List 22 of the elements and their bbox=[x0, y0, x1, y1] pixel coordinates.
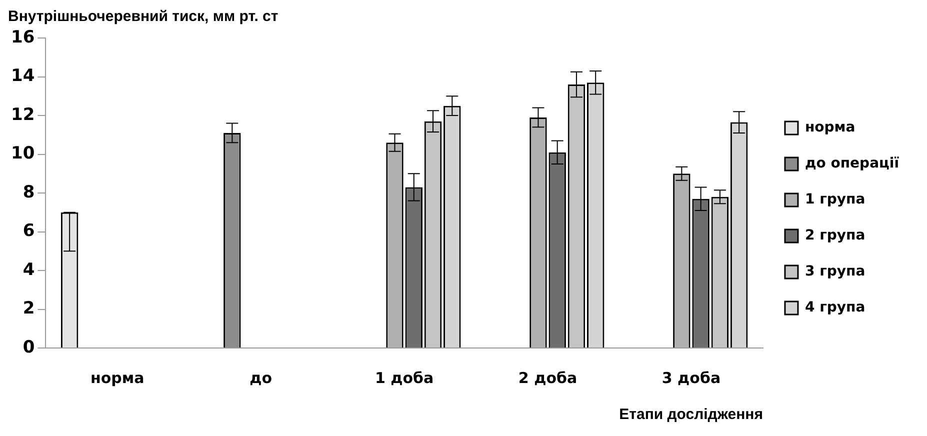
legend-label: 2 група bbox=[804, 228, 866, 244]
legend-label: норма bbox=[804, 120, 856, 136]
y-tick-label: 2 bbox=[22, 298, 35, 319]
x-tick-label: до bbox=[250, 368, 272, 387]
x-tick-label: 1 доба bbox=[374, 368, 434, 387]
y-tick-label: 12 bbox=[10, 104, 35, 125]
chart-title: Внутрішньочеревний тиск, мм рт. ст bbox=[8, 8, 278, 26]
y-tick-label: 4 bbox=[22, 260, 35, 280]
y-tick-label: 16 bbox=[10, 27, 35, 48]
x-tick-label: 3 доба bbox=[662, 368, 721, 387]
legend-label: 3 група bbox=[804, 264, 866, 280]
x-tick-label: 2 доба bbox=[518, 368, 578, 387]
y-tick-label: 10 bbox=[10, 144, 35, 164]
y-tick-label: 8 bbox=[22, 182, 35, 202]
y-tick-label: 0 bbox=[22, 337, 35, 358]
legend-label: 1 група bbox=[804, 192, 866, 208]
legend-label: 4 група bbox=[804, 300, 866, 316]
x-axis-title: Етапи дослідження bbox=[619, 406, 763, 424]
y-tick-label: 6 bbox=[22, 221, 35, 242]
legend-label: до операції bbox=[804, 156, 900, 172]
x-tick-label: норма bbox=[90, 368, 144, 387]
y-tick-label: 14 bbox=[10, 66, 35, 86]
